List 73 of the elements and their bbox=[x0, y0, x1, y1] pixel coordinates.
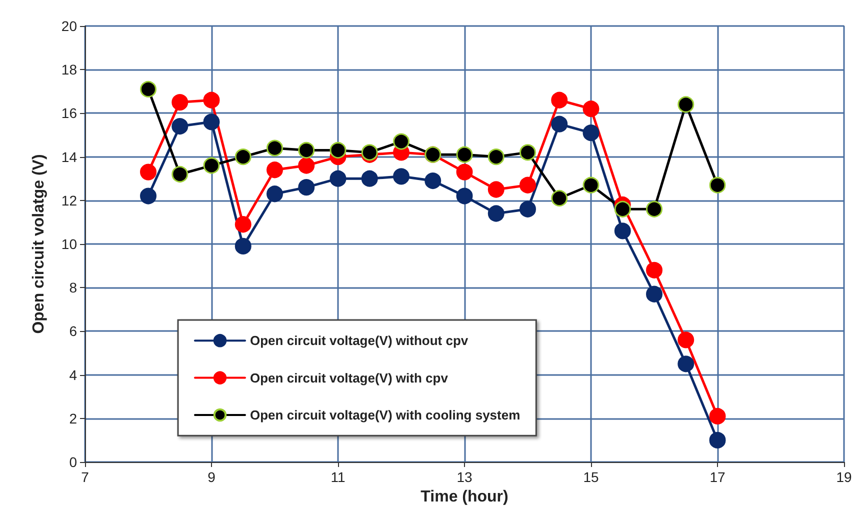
point bbox=[266, 162, 283, 178]
y-tick-label: 16 bbox=[61, 105, 78, 122]
point bbox=[709, 176, 726, 194]
x-axis-title: Time (hour) bbox=[420, 488, 508, 506]
point bbox=[266, 186, 283, 202]
point bbox=[582, 176, 600, 194]
point bbox=[172, 118, 188, 135]
point bbox=[551, 92, 568, 108]
legend-label: Open circuit voltage(V) with cooling system bbox=[250, 408, 520, 422]
point bbox=[678, 356, 694, 372]
point bbox=[646, 286, 662, 302]
y-tick-label: 2 bbox=[69, 410, 78, 426]
point bbox=[298, 142, 315, 159]
point bbox=[582, 100, 600, 118]
point bbox=[234, 238, 252, 254]
point bbox=[709, 432, 726, 448]
point bbox=[520, 200, 536, 218]
point bbox=[520, 144, 536, 161]
point bbox=[266, 140, 283, 156]
x-tick-label: 15 bbox=[583, 469, 599, 485]
y-tick-label: 18 bbox=[61, 62, 78, 78]
y-tick-label: 12 bbox=[61, 192, 78, 208]
point bbox=[140, 164, 156, 180]
point bbox=[709, 408, 726, 424]
point bbox=[172, 94, 188, 111]
point bbox=[203, 92, 220, 108]
y-tick-label: 4 bbox=[69, 366, 78, 383]
x-tick-label: 17 bbox=[710, 469, 726, 485]
point bbox=[140, 80, 156, 98]
point bbox=[456, 188, 473, 204]
point bbox=[488, 205, 504, 222]
point bbox=[330, 142, 346, 159]
y-axis-title: Open circuit volatge (V) bbox=[30, 154, 48, 334]
point bbox=[488, 181, 504, 198]
point bbox=[646, 262, 662, 278]
point bbox=[140, 188, 156, 204]
point bbox=[203, 114, 220, 130]
point bbox=[203, 157, 220, 174]
point bbox=[393, 168, 410, 185]
point bbox=[172, 166, 188, 182]
x-tick-label: 7 bbox=[81, 469, 90, 485]
point bbox=[361, 170, 378, 187]
point bbox=[488, 148, 504, 166]
point bbox=[614, 222, 631, 240]
y-tick-label: 0 bbox=[69, 454, 78, 470]
point bbox=[582, 124, 600, 142]
legend-label: Open circuit voltage(V) without cpv bbox=[250, 333, 469, 348]
point bbox=[298, 179, 315, 196]
legend-label: Open circuit voltage(V) with cpv bbox=[250, 370, 449, 386]
x-tick-label: 13 bbox=[456, 469, 472, 485]
point bbox=[551, 116, 568, 132]
y-tick-label: 14 bbox=[61, 148, 78, 165]
y-tick-label: 6 bbox=[69, 323, 78, 340]
point bbox=[234, 148, 252, 166]
point bbox=[551, 190, 568, 206]
point bbox=[646, 200, 662, 218]
point bbox=[614, 200, 631, 218]
point bbox=[424, 172, 442, 190]
y-tick-label: 20 bbox=[61, 18, 78, 34]
x-tick-label: 19 bbox=[836, 469, 852, 485]
x-tick-label: 11 bbox=[330, 469, 346, 485]
point bbox=[393, 133, 410, 150]
y-tick-label: 10 bbox=[61, 236, 78, 252]
point bbox=[520, 176, 536, 194]
point bbox=[678, 96, 694, 113]
point bbox=[330, 170, 346, 187]
y-tick-label: 8 bbox=[69, 280, 78, 296]
point bbox=[678, 332, 694, 348]
x-tick-label: 9 bbox=[208, 469, 216, 485]
point bbox=[234, 216, 252, 233]
point bbox=[298, 157, 315, 174]
point bbox=[456, 146, 473, 163]
point bbox=[456, 164, 473, 180]
